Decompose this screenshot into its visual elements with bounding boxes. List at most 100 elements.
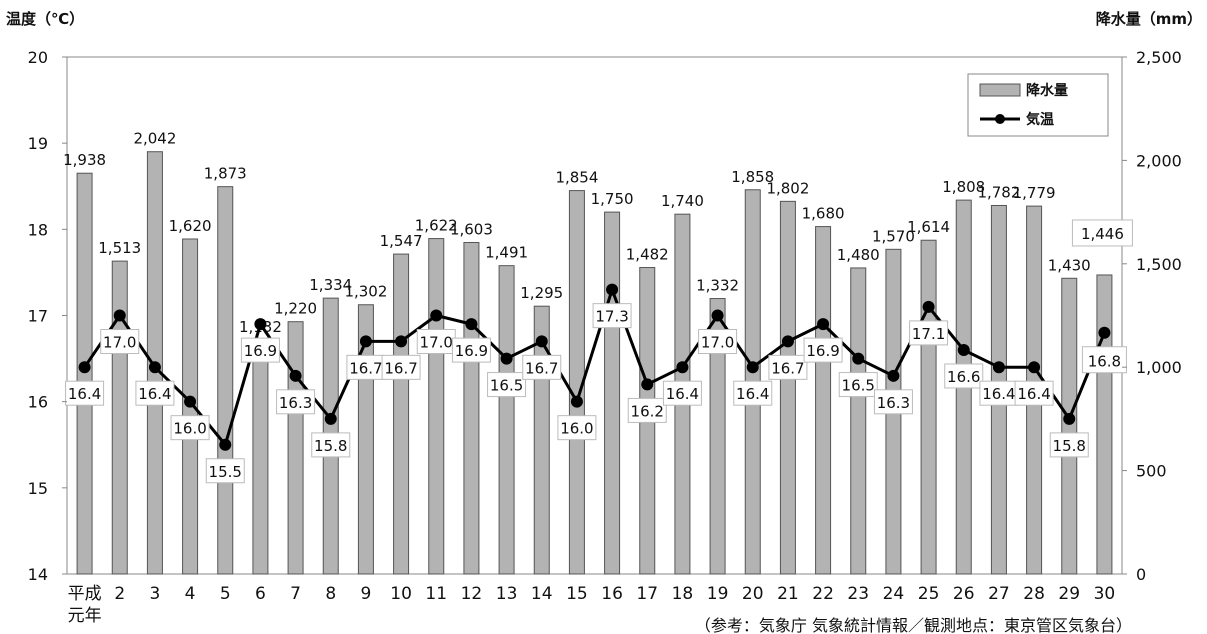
precipitation-bar <box>920 239 937 575</box>
temperature-label-box <box>311 432 351 458</box>
legend-swatch-temperature-marker <box>995 114 1005 124</box>
precipitation-label: 1,802 <box>766 179 809 197</box>
temperature-label-box <box>65 380 105 406</box>
precipitation-label: 1,547 <box>380 232 423 250</box>
temperature-label-box <box>627 397 667 423</box>
precipitation-bars <box>76 151 1113 575</box>
precipitation-bar <box>76 172 93 575</box>
precipitation-label: 1,302 <box>344 283 387 301</box>
y-left-tick-label: 15 <box>28 479 48 498</box>
x-tick-label: 元年 <box>68 606 102 626</box>
temperature-label: 16.8 <box>1088 353 1121 371</box>
temperature-label-box <box>451 337 491 363</box>
x-tick-label: 2 <box>114 584 125 604</box>
temperature-point <box>113 309 126 322</box>
temperature-label-box <box>909 320 949 346</box>
source-note: （参考：気象庁 気象統計情報／観測地点：東京管区気象台） <box>695 616 1132 634</box>
precipitation-label: 1,614 <box>907 218 950 236</box>
temperature-label-box <box>698 329 738 354</box>
precipitation-bar <box>217 186 234 575</box>
temperature-point <box>781 335 794 348</box>
x-tick-label: 27 <box>988 584 1010 604</box>
precipitation-label: 1,220 <box>274 300 317 318</box>
precipitation-bar <box>252 339 269 575</box>
temperature-label-box <box>100 329 140 354</box>
precipitation-label: 1,740 <box>661 192 704 210</box>
temperature-point <box>1028 361 1041 374</box>
y-right-tick-label: 1,000 <box>1136 358 1182 377</box>
precipitation-label: 1,430 <box>1048 256 1091 274</box>
x-tick-label: 6 <box>255 584 266 604</box>
temperature-label-box <box>135 380 175 406</box>
x-tick-label: 平成 <box>68 584 102 604</box>
y-axis-left-ticks: 14 15 16 17 18 19 20 <box>28 48 67 584</box>
temperature-label: 17.3 <box>595 308 628 326</box>
x-tick-label: 30 <box>1094 584 1116 604</box>
x-tick-label: 24 <box>883 584 905 604</box>
precipitation-label: 1,482 <box>626 246 669 264</box>
precipitation-label: 1,513 <box>98 239 141 257</box>
temperature-point <box>535 335 548 348</box>
temperature-label: 16.4 <box>736 385 769 403</box>
legend-swatch-precipitation <box>979 83 1021 97</box>
temperature-label-box <box>346 354 386 380</box>
precipitation-label: 2,042 <box>133 130 176 148</box>
precipitation-label: 1,854 <box>555 169 598 187</box>
temperature-label: 15.5 <box>209 463 242 481</box>
precipitation-label: 1,622 <box>415 217 458 235</box>
precipitation-bar <box>498 265 515 575</box>
temperature-label: 15.8 <box>1053 437 1086 455</box>
temperature-point <box>1063 412 1076 425</box>
temperature-label: 16.3 <box>279 394 312 412</box>
x-tick-label: 28 <box>1023 584 1045 604</box>
y-right-tick-label: 2,000 <box>1136 151 1182 170</box>
temperature-label-box <box>522 354 562 380</box>
precipitation-label: 1,570 <box>872 227 915 245</box>
temperature-label: 16.4 <box>68 385 101 403</box>
y-axis-right-title: 降水量（mm） <box>1096 10 1202 28</box>
x-tick-label: 8 <box>325 584 336 604</box>
temperature-point <box>465 318 478 331</box>
precipitation-label-box <box>1071 219 1133 247</box>
x-tick-label: 21 <box>777 584 799 604</box>
temperature-point <box>570 395 583 408</box>
temperature-label: 17.1 <box>912 325 945 343</box>
x-tick-label: 14 <box>531 584 553 604</box>
x-tick-label: 11 <box>425 584 447 604</box>
precipitation-bar <box>815 226 832 575</box>
temperature-point <box>1098 326 1111 339</box>
temperature-label-box <box>487 372 527 398</box>
y-left-tick-label: 17 <box>28 307 48 326</box>
temperature-label: 16.9 <box>244 342 277 360</box>
temperature-label: 16.9 <box>806 342 839 360</box>
precipitation-label: 1,491 <box>485 244 528 262</box>
temperature-label: 16.9 <box>455 342 488 360</box>
precipitation-label: 1,779 <box>1013 184 1056 202</box>
temperature-point <box>254 318 267 331</box>
temperature-label-box <box>944 363 984 389</box>
temperature-label-box <box>1014 380 1054 406</box>
precipitation-label: 1,808 <box>942 178 985 196</box>
x-tick-label: 22 <box>812 584 834 604</box>
y-right-tick-label: 0 <box>1136 565 1146 584</box>
precipitation-label: 1,873 <box>204 165 247 183</box>
temperature-label: 16.7 <box>771 359 804 377</box>
temperature-label: 17.0 <box>103 334 136 352</box>
x-tick-label: 26 <box>953 584 975 604</box>
temperature-label-box <box>592 303 632 329</box>
precipitation-label: 1,480 <box>837 246 880 264</box>
temperature-point <box>324 412 337 425</box>
temperature-label-box <box>733 380 773 406</box>
precipitation-label: 1,750 <box>591 190 634 208</box>
temperature-label-box <box>768 354 808 380</box>
temperature-label: 16.5 <box>842 377 875 395</box>
x-tick-label: 3 <box>150 584 161 604</box>
temperature-label: 16.7 <box>384 359 417 377</box>
x-tick-label: 5 <box>220 584 231 604</box>
x-tick-label: 9 <box>361 584 372 604</box>
legend-label-precipitation: 降水量 <box>1026 82 1068 99</box>
temperature-label-box <box>1081 346 1127 374</box>
precipitation-label: 1,938 <box>63 151 106 169</box>
temperature-point <box>887 369 900 382</box>
